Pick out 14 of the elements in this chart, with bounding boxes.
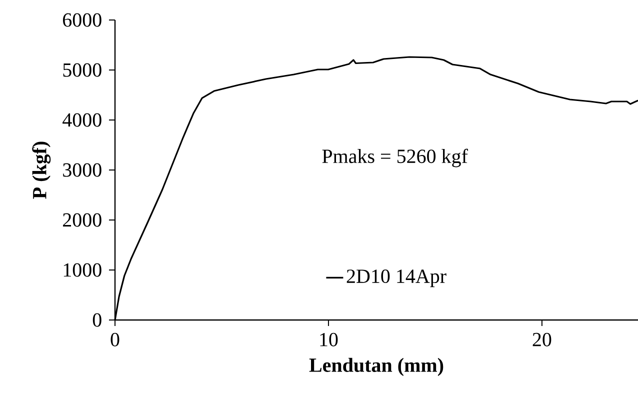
x-tick-label: 0: [110, 332, 120, 346]
y-tick-label: 6000: [62, 13, 102, 27]
y-tick-label: 0: [92, 313, 102, 327]
y-axis-title: P (kgf): [32, 142, 51, 199]
y-tick-label: 2000: [63, 213, 102, 227]
legend-label: 2D10 14Apr: [346, 270, 446, 288]
y-tick-label: 4000: [62, 113, 102, 127]
annotation: Pmaks = 5260 kgf: [322, 148, 468, 168]
y-tick-label: 5000: [63, 63, 102, 77]
y-tick-label: 1000: [64, 263, 102, 277]
y-tick-label: 3000: [63, 163, 102, 177]
x-tick-label: 20: [532, 332, 552, 346]
x-axis-title: Lendutan (mm): [309, 358, 444, 376]
x-tick-label: 10: [320, 332, 338, 346]
